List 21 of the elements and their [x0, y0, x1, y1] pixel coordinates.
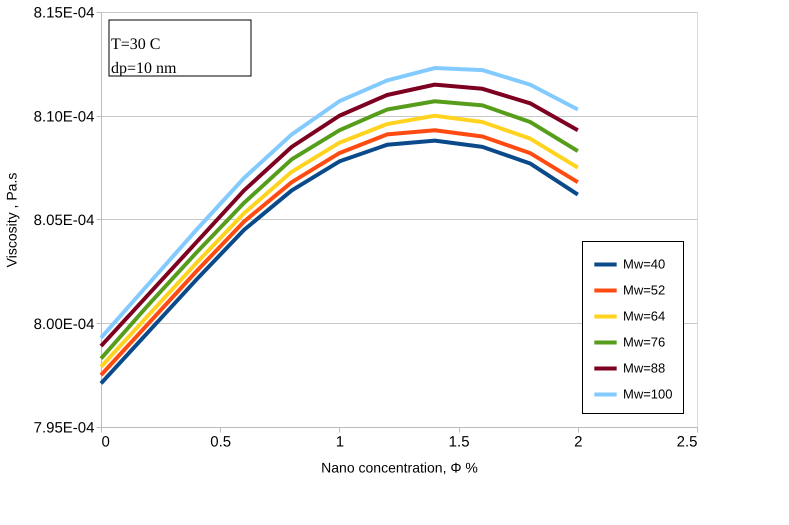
annotation: T=30 C: [111, 36, 160, 53]
legend-label: Mw=64: [623, 308, 666, 324]
y-tick-label: 7.95E-04: [34, 420, 94, 436]
x-tick-label: 0.5: [210, 434, 232, 450]
x-tick-label: 1.5: [448, 434, 470, 450]
legend-label: Mw=88: [623, 360, 666, 376]
x-tick-label: 0: [102, 434, 110, 450]
y-tick-label: 8.15E-04: [34, 4, 94, 22]
x-axis-title: Nano concentration, Φ %: [321, 460, 478, 476]
x-tick-label: 2.5: [676, 434, 698, 450]
x-tick-label: 2: [574, 434, 582, 450]
annotation: dp=10 nm: [111, 60, 178, 77]
legend-label: Mw=100: [623, 386, 672, 402]
x-tick-label: 1: [336, 434, 344, 450]
legend-label: Mw=52: [623, 282, 666, 298]
y-axis-title: Viscosity , Pa.s: [4, 172, 20, 268]
y-tick-label: 8.10E-04: [34, 108, 94, 126]
y-tick-label: 8.05E-04: [34, 212, 94, 229]
legend-label: Mw=40: [623, 256, 666, 272]
legend-label: Mw=76: [623, 334, 666, 350]
y-tick-label: 8.00E-04: [34, 316, 94, 333]
